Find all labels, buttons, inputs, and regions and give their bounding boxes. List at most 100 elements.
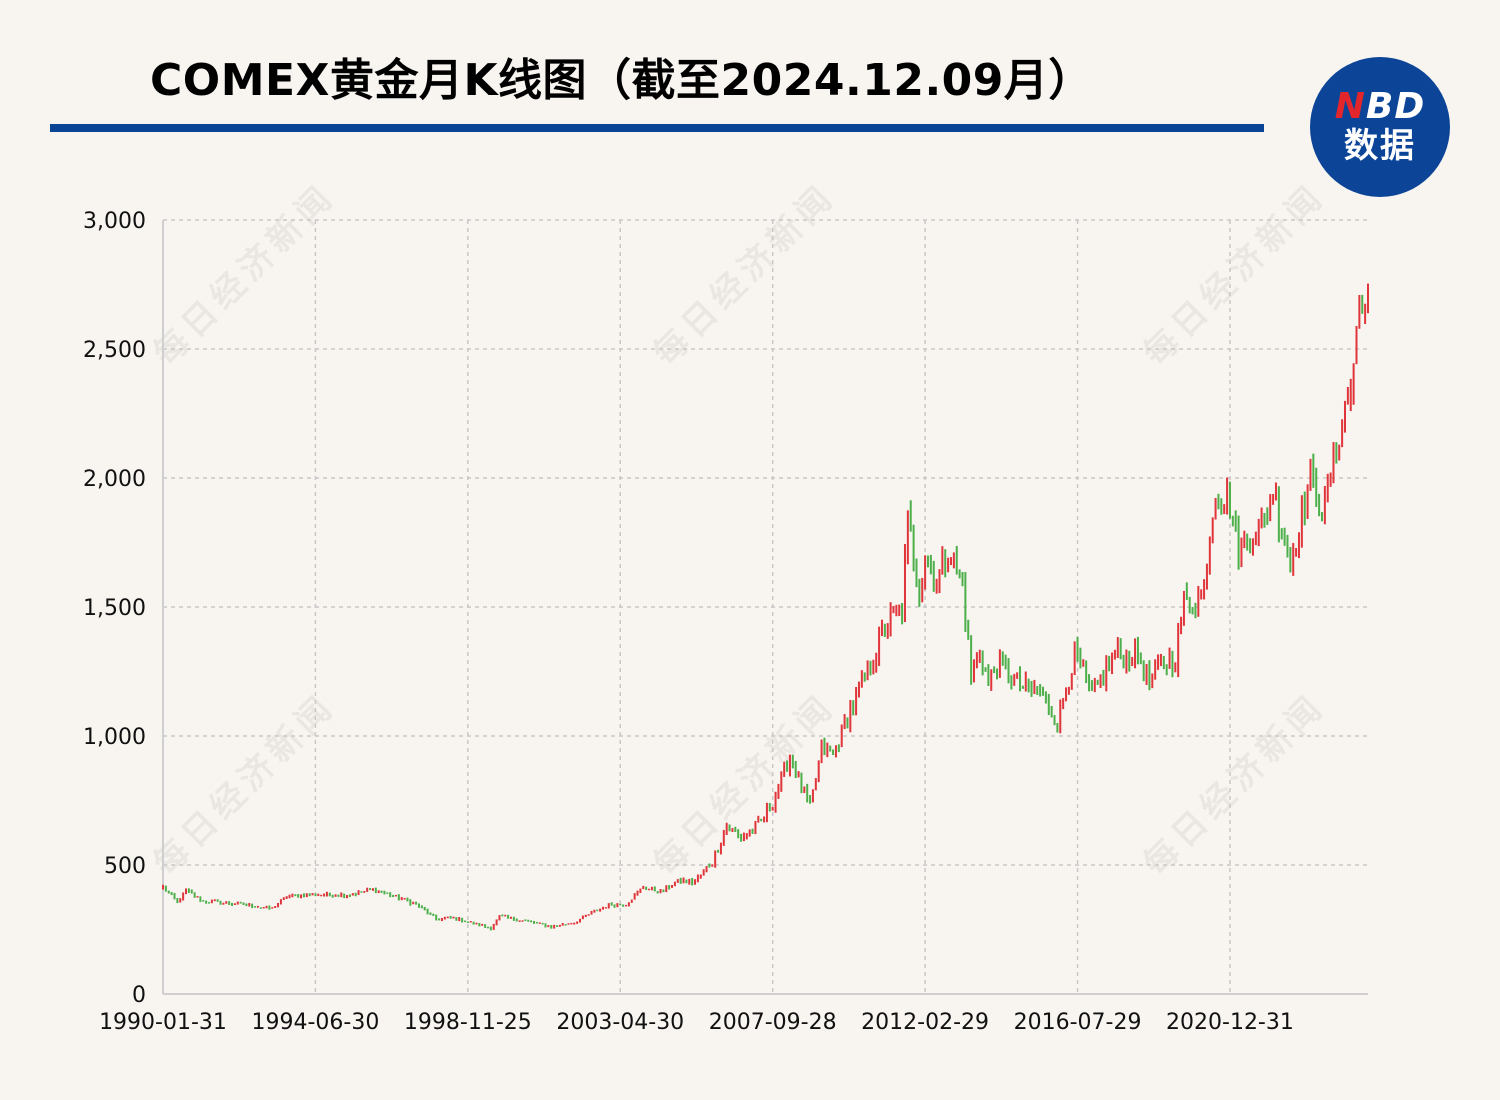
candle-up — [1111, 652, 1114, 675]
candle-down — [734, 826, 737, 833]
candle-up — [722, 829, 725, 846]
candle-up — [323, 893, 326, 897]
candle-up — [509, 916, 512, 919]
candle-up — [1269, 494, 1272, 522]
candle-up — [814, 778, 817, 791]
candle-up — [599, 908, 602, 912]
candle-down — [432, 913, 435, 916]
candle-up — [1272, 494, 1275, 505]
candle-up — [587, 914, 590, 916]
candle-up — [880, 619, 883, 637]
logo-nbd-text: NBD — [1334, 86, 1426, 127]
candle-down — [417, 903, 420, 908]
candle-down — [489, 926, 492, 931]
candle-down — [544, 923, 547, 928]
candle-up — [754, 820, 757, 835]
candle-up — [581, 915, 584, 920]
candle-down — [610, 902, 613, 906]
x-tick-label: 2007-09-28 — [709, 1010, 837, 1035]
candle-up — [553, 924, 556, 929]
candle-up — [1240, 537, 1243, 568]
candle-up — [696, 874, 699, 883]
candle-down — [527, 919, 530, 922]
x-tick-label: 2020-12-31 — [1166, 1010, 1294, 1035]
candle-up — [711, 864, 714, 867]
candle-down — [915, 558, 918, 588]
candle-up — [650, 886, 653, 891]
candle-up — [1349, 378, 1352, 412]
x-axis-labels: 1990-01-31 1994-06-30 1998-11-25 2003-04-30… — [99, 1010, 1294, 1035]
candle-down — [455, 917, 458, 921]
candle-down — [231, 902, 234, 906]
y-tick-label: 0 — [132, 983, 146, 1008]
candle-down — [348, 894, 351, 898]
candle-up — [446, 916, 449, 919]
y-tick-label: 1,500 — [83, 596, 146, 621]
candle-up — [719, 842, 722, 855]
candle-down — [187, 888, 190, 893]
candle-down — [1027, 678, 1030, 693]
candle-down — [1050, 705, 1053, 718]
candle-up — [1226, 477, 1229, 515]
candle-down — [852, 700, 855, 716]
candle-up — [567, 923, 570, 925]
candle-up — [699, 874, 702, 879]
candle-up — [1159, 653, 1162, 667]
candle-down — [970, 635, 973, 685]
candle-down — [1312, 453, 1315, 488]
candle-down — [1185, 582, 1188, 600]
candle-up — [604, 907, 607, 909]
x-tick-label: 2012-02-29 — [861, 1010, 989, 1035]
candle-down — [1277, 486, 1280, 543]
candle-up — [783, 761, 786, 777]
candle-up — [834, 745, 837, 758]
candle-down — [205, 900, 208, 904]
candle-up — [334, 894, 337, 897]
candle-down — [613, 904, 616, 908]
candle-up — [788, 754, 791, 777]
candle-up — [1059, 699, 1062, 734]
candle-up — [1203, 579, 1206, 600]
candle-up — [481, 923, 484, 926]
candle-down — [1165, 664, 1168, 676]
candle-down — [409, 899, 412, 906]
candle-up — [233, 903, 236, 905]
y-axis-labels: 0 500 1,000 1,500 2,000 2,500 3,000 — [83, 209, 146, 1008]
candle-up — [504, 914, 507, 917]
candle-up — [185, 888, 188, 895]
candle-down — [360, 891, 363, 893]
candle-down — [535, 921, 538, 924]
candle-down — [472, 921, 475, 925]
candle-up — [377, 890, 380, 894]
candle-down — [1030, 681, 1033, 697]
candle-down — [438, 918, 441, 921]
candle-up — [1065, 687, 1068, 702]
candle-down — [653, 886, 656, 892]
candle-up — [855, 687, 858, 716]
candle-up — [579, 918, 582, 923]
candle-down — [1303, 491, 1306, 526]
candle-down — [984, 667, 987, 672]
candle-down — [1007, 658, 1010, 684]
candle-down — [619, 903, 622, 906]
candle-down — [1085, 660, 1088, 684]
candle-up — [285, 896, 288, 899]
candle-down — [958, 569, 961, 579]
candle-up — [274, 905, 277, 909]
candle-up — [1024, 671, 1027, 692]
candle-down — [435, 914, 438, 921]
candle-down — [254, 906, 257, 908]
candle-down — [728, 824, 731, 832]
candle-up — [797, 771, 800, 778]
candle-down — [555, 925, 559, 927]
candle-up — [1099, 674, 1102, 689]
candle-up — [1168, 647, 1171, 669]
candle-up — [878, 626, 881, 666]
candle-up — [1260, 507, 1263, 529]
candle-up — [949, 557, 952, 566]
candle-up — [1355, 326, 1358, 365]
candle-up — [1329, 472, 1332, 487]
candle-up — [1174, 662, 1177, 673]
candle-down — [1119, 638, 1122, 660]
candle-down — [1286, 534, 1289, 558]
